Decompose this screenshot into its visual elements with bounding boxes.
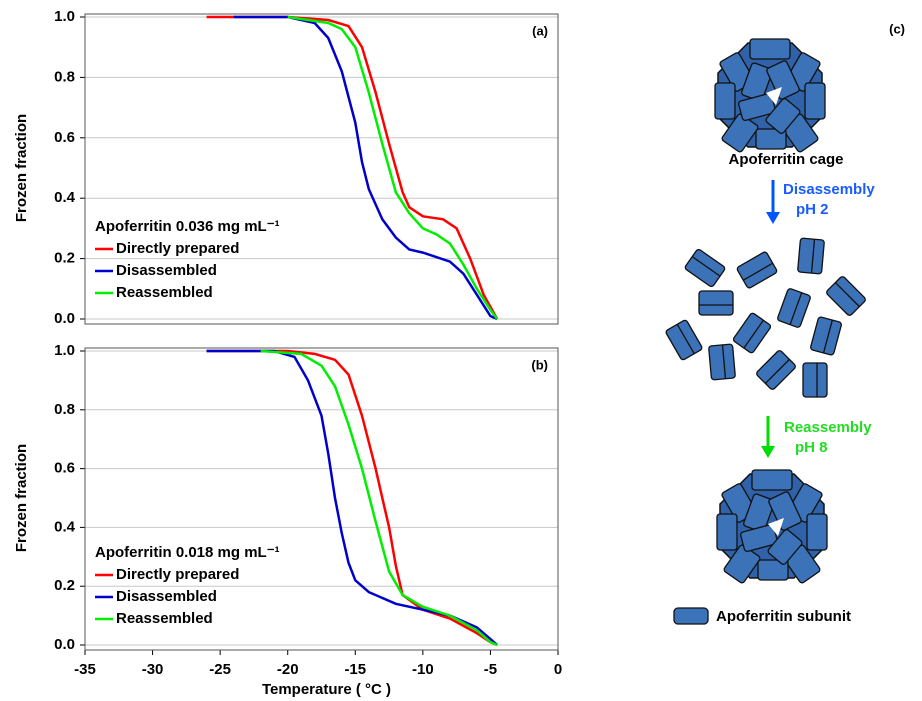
x-tick-label: -15 bbox=[344, 661, 366, 678]
legend-label: Reassembled bbox=[116, 610, 213, 627]
legend-label: Disassembled bbox=[116, 588, 217, 605]
x-tick-label: -35 bbox=[74, 661, 96, 678]
y-tick-label: 0.4 bbox=[54, 189, 76, 206]
y-tick-label: 0.8 bbox=[54, 68, 75, 85]
y-tick-label: 0.6 bbox=[54, 460, 75, 477]
x-tick-label: -5 bbox=[484, 661, 497, 678]
step-label: Reassembly bbox=[784, 419, 872, 436]
legend-label: Directly prepared bbox=[116, 566, 239, 583]
cage-icon bbox=[716, 469, 828, 585]
plot-frame bbox=[84, 13, 559, 325]
y-tick-label: 1.0 bbox=[54, 342, 75, 359]
legend-title: Apoferritin 0.036 mg mL⁻¹ bbox=[95, 218, 280, 235]
y-axis-label: Frozen fraction bbox=[13, 444, 30, 552]
legend-label: Directly prepared bbox=[116, 240, 239, 257]
x-tick-label: -25 bbox=[209, 661, 231, 678]
panel-label: (c) bbox=[889, 21, 905, 36]
diagram: (c) Apoferritin cage Disassembly pH 2 Re… bbox=[664, 21, 905, 625]
panel-label: (b) bbox=[531, 357, 548, 372]
y-tick-label: 0.8 bbox=[54, 401, 75, 418]
y-axis-label: Frozen fraction bbox=[13, 114, 30, 222]
data-line bbox=[233, 15, 498, 321]
cage-label: Apoferritin cage bbox=[728, 151, 843, 168]
y-tick-label: 0.2 bbox=[54, 250, 75, 267]
y-tick-label: 1.0 bbox=[54, 8, 75, 25]
plot-frame bbox=[84, 347, 559, 651]
arrow-head bbox=[766, 212, 780, 224]
data-line bbox=[206, 349, 499, 646]
x-tick-label: -30 bbox=[142, 661, 164, 678]
subunits bbox=[664, 237, 868, 398]
legend-label: Apoferritin subunit bbox=[716, 608, 851, 625]
data-line bbox=[206, 15, 499, 320]
cage-icon bbox=[714, 38, 826, 154]
y-tick-label: 0.6 bbox=[54, 129, 75, 146]
panel-label: (a) bbox=[532, 23, 548, 38]
charts: 0.0 0.2 0.4 0.6 0.8 1.0 (a) Frozen fraction Apof… bbox=[13, 8, 562, 698]
legend-label: Reassembled bbox=[116, 284, 213, 301]
data-line bbox=[287, 15, 499, 320]
x-axis-label: Temperature ( °C ) bbox=[262, 681, 391, 698]
y-tick-label: 0.0 bbox=[54, 310, 75, 327]
data-line bbox=[260, 349, 498, 647]
arrow-head bbox=[761, 446, 775, 458]
y-tick-label: 0.2 bbox=[54, 577, 75, 594]
step-label: Disassembly bbox=[783, 181, 875, 198]
legend-title: Apoferritin 0.018 mg mL⁻¹ bbox=[95, 544, 280, 561]
step-ph: pH 2 bbox=[796, 201, 829, 218]
x-tick-label: -20 bbox=[277, 661, 299, 678]
x-tick-label: -10 bbox=[412, 661, 434, 678]
data-line bbox=[206, 349, 498, 647]
y-tick-label: 0.4 bbox=[54, 518, 76, 535]
legend-icon bbox=[673, 607, 709, 625]
legend-label: Disassembled bbox=[116, 262, 217, 279]
step-ph: pH 8 bbox=[795, 439, 828, 456]
x-tick-label: 0 bbox=[554, 661, 562, 678]
y-tick-label: 0.0 bbox=[54, 636, 75, 653]
